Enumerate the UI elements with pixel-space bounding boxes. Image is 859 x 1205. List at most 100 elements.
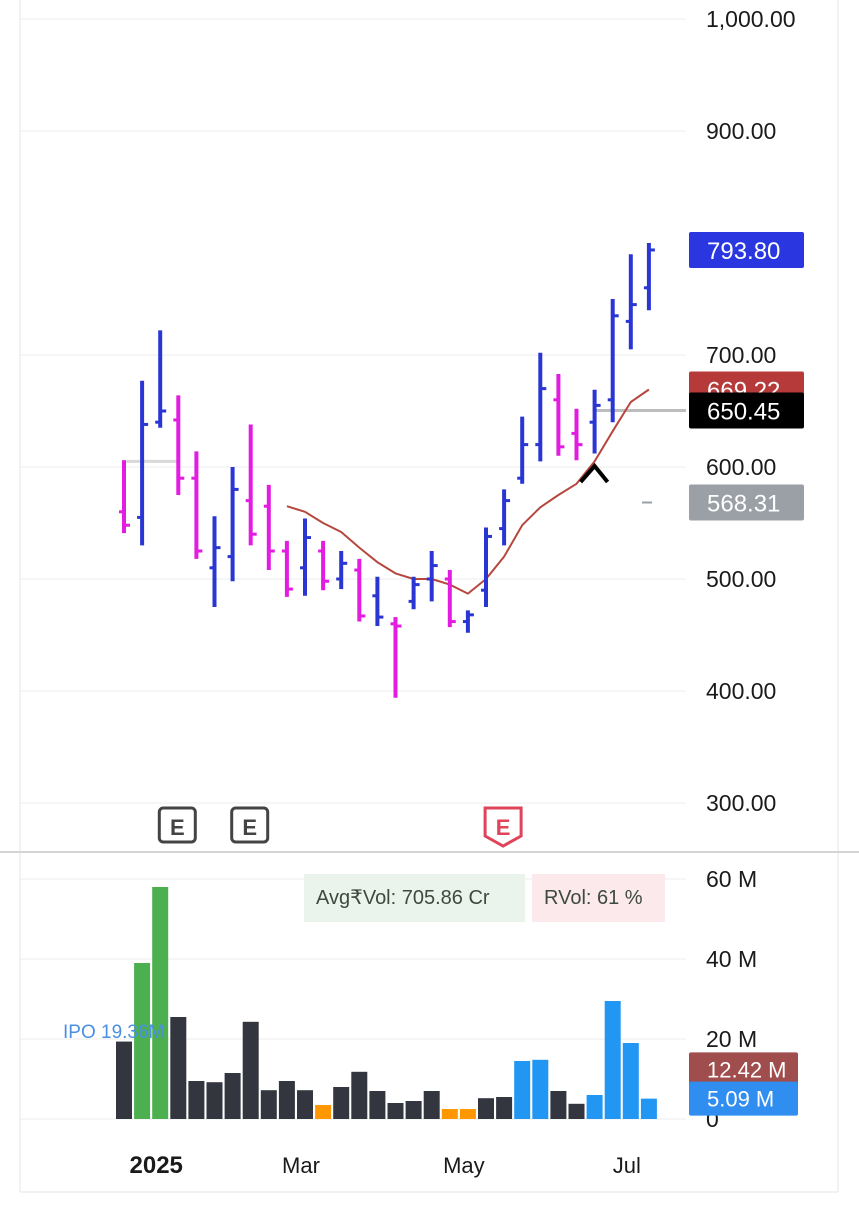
ohlc-bar: [499, 489, 511, 546]
ohlc-bar: [444, 570, 456, 628]
x-axis-label: 2025: [130, 1152, 183, 1179]
volume-bar: [604, 1001, 621, 1119]
volume-bar: [242, 1021, 259, 1119]
earnings-marker-label: E: [170, 815, 185, 840]
price-tick-label: 900.00: [706, 118, 776, 144]
ohlc-bar: [643, 243, 655, 311]
volume-bar: [478, 1098, 494, 1119]
price-tick-label: 400.00: [706, 678, 776, 704]
price-badge: 650.45: [689, 392, 804, 429]
volume-badge-bg: [689, 1052, 798, 1087]
x-axis-label: May: [443, 1153, 485, 1178]
ohlc-bar: [625, 254, 637, 350]
volume-bar: [496, 1097, 513, 1119]
ohlc-bar: [209, 516, 221, 607]
volume-bar: [134, 963, 151, 1119]
price-badge-bg: [689, 484, 804, 521]
ohlc-bar: [155, 330, 167, 428]
volume-bar: [170, 1017, 187, 1119]
earnings-marker-icon[interactable]: E: [157, 806, 197, 844]
price-tick-label: 700.00: [706, 342, 776, 368]
volume-bar: [514, 1061, 531, 1119]
ohlc-bar: [517, 416, 529, 484]
price-badge: 568.31: [689, 484, 804, 521]
moving-average-line: [286, 388, 650, 595]
volume-bar: [405, 1101, 422, 1119]
volume-bar: [369, 1091, 386, 1119]
ohlc-bar: [191, 451, 203, 559]
volume-bar: [640, 1098, 657, 1119]
ohlc-bar: [535, 352, 547, 462]
volume-bar: [278, 1081, 295, 1119]
ohlc-bar: [263, 484, 275, 571]
earnings-marker-icon[interactable]: E: [230, 806, 270, 844]
ohlc-bar: [281, 540, 293, 597]
volume-tick-label: 60 M: [706, 866, 757, 892]
ohlc-bar: [227, 467, 239, 582]
volume-badge-label: 12.42 M: [707, 1057, 787, 1082]
volume-tick-label: 40 M: [706, 946, 757, 972]
ohlc-bar: [589, 389, 601, 454]
ohlc-bar: [426, 551, 438, 602]
relative-volume-box: RVol: 61 %: [532, 874, 665, 922]
volume-bar: [206, 1082, 223, 1119]
volume-bar: [622, 1043, 639, 1119]
ohlc-bar: [607, 299, 619, 423]
ohlc-bar: [137, 380, 149, 546]
volume-bar: [351, 1071, 368, 1119]
x-axis-label: Mar: [282, 1153, 320, 1178]
ohlc-bar: [481, 527, 492, 607]
ohlc-bar: [300, 518, 311, 596]
volume-bar: [152, 887, 169, 1119]
earnings-marker-shape: [483, 806, 523, 848]
volume-bar: [260, 1090, 277, 1119]
volume-bar: [441, 1109, 458, 1119]
volume-bar: [387, 1103, 404, 1119]
avg-volume-box: Avg₹Vol: 705.86 Cr: [304, 874, 525, 922]
price-badge-label: 650.45: [707, 398, 780, 425]
ohlc-bar: [372, 576, 384, 627]
volume-bar: [333, 1087, 350, 1119]
earnings-marker-label: E: [496, 815, 511, 840]
price-tick-label: 600.00: [706, 454, 776, 480]
price-badge-bg: [689, 231, 804, 268]
volume-bar: [315, 1105, 332, 1119]
price-badge-bg: [689, 392, 804, 429]
price-tick-label: 300.00: [706, 790, 776, 816]
ohlc-bar: [571, 408, 583, 461]
volume-badge: 5.09 M: [689, 1081, 798, 1116]
volume-bar: [423, 1091, 440, 1119]
ipo-label: IPO 19.36M: [63, 1022, 165, 1043]
x-axis-label: Jul: [613, 1153, 641, 1178]
ohlc-bar: [336, 551, 348, 590]
ohlc-bar: [354, 558, 366, 622]
volume-tick-label: 20 M: [706, 1026, 757, 1052]
volume-bar: [532, 1059, 549, 1119]
earnings-marker-icon[interactable]: E: [483, 806, 523, 848]
volume-bar: [550, 1091, 567, 1119]
ohlc-bar: [318, 540, 330, 591]
price-badge-label: 793.80: [707, 238, 780, 265]
volume-bar: [116, 1041, 132, 1119]
volume-badge-bg: [689, 1081, 798, 1116]
price-tick-label: 1,000.00: [706, 6, 796, 32]
volume-bar: [568, 1103, 585, 1119]
price-tick-label: 500.00: [706, 566, 776, 592]
price-badge: 793.80: [689, 231, 804, 268]
breakout-caret-icon: [579, 462, 610, 484]
earnings-marker-shape: [157, 806, 197, 844]
volume-bar: [188, 1081, 205, 1119]
ohlc-bar: [173, 395, 185, 495]
volume-bar: [224, 1073, 241, 1119]
volume-bar: [586, 1095, 603, 1119]
ohlc-bar: [462, 610, 474, 633]
volume-bar: [459, 1109, 476, 1119]
earnings-marker-label: E: [242, 815, 257, 840]
volume-badge-label: 5.09 M: [707, 1087, 774, 1112]
volume-badge: 12.42 M: [689, 1052, 798, 1087]
ohlc-bar: [553, 374, 565, 456]
earnings-marker-shape: [230, 806, 270, 844]
ohlc-bar: [408, 576, 420, 610]
